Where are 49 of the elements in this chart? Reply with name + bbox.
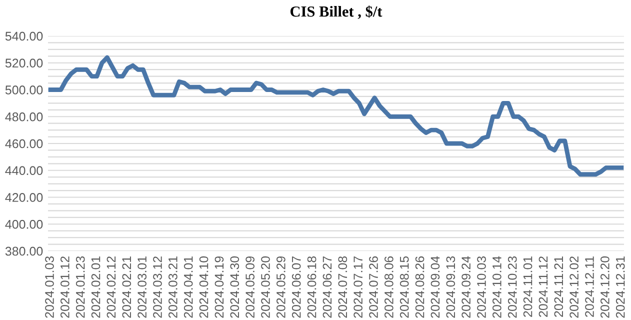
x-tick-label: 2024.03.21 — [168, 256, 178, 318]
x-tick-label: 2024.09.04 — [430, 256, 440, 318]
x-tick-label: 2024.05.20 — [261, 256, 270, 318]
x-tick-label: 2024.05.09 — [246, 256, 254, 318]
y-tick-label: 480.00 — [5, 112, 43, 122]
x-tick-label: 2024.03.01 — [138, 256, 146, 318]
y-tick-label: 520.00 — [5, 58, 43, 68]
x-tick-label: 2024.12.31 — [616, 256, 625, 318]
x-tick-label: 2024.06.18 — [307, 256, 316, 318]
x-tick-label: 2024.11.01 — [523, 256, 532, 317]
y-tick-label: 500.00 — [5, 86, 43, 94]
x-tick-label: 2024.04.10 — [199, 256, 208, 318]
x-tick-label: 2024.11.12 — [538, 256, 548, 317]
x-tick-label: 2024.02.21 — [122, 256, 132, 318]
x-tick-label: 2024.10.14 — [492, 256, 502, 318]
x-tick-label: 2024.09.24 — [462, 256, 470, 318]
x-tick-label: 2024.01.23 — [76, 256, 85, 318]
x-tick-label: 2024.08.06 — [384, 256, 394, 318]
x-tick-label: 2024.07.08 — [338, 256, 348, 318]
x-tick-label: 2024.02.01 — [91, 256, 100, 318]
x-tick-label: 2024.04.19 — [214, 256, 224, 318]
x-tick-label: 2024.10.03 — [477, 256, 486, 318]
x-tick-label: 2024.09.13 — [446, 256, 456, 318]
x-tick-label: 2024.02.12 — [106, 256, 116, 318]
x-tick-label: 2024.08.15 — [400, 256, 409, 318]
x-tick-label: 2024.07.17 — [354, 256, 362, 318]
x-tick-label: 2024.03.12 — [153, 256, 162, 318]
x-tick-label: 2024.06.07 — [292, 256, 301, 318]
x-tick-label: 2024.04.30 — [230, 256, 240, 318]
x-tick-label: 2024.08.26 — [415, 256, 424, 318]
x-tick-label: 2024.05.29 — [276, 256, 286, 318]
line-series — [48, 55, 624, 177]
x-tick-label: 2024.11.21 — [554, 256, 564, 317]
chart-title: CIS Billet , $/t — [290, 5, 382, 19]
x-tick-label: 2024.12.11 — [585, 256, 594, 317]
x-tick-label: 2024.12.02 — [570, 256, 578, 318]
x-tick-label: 2024.07.26 — [369, 256, 378, 318]
x-tick-label: 2024.12.20 — [600, 256, 610, 318]
y-tick-label: 380.00 — [5, 246, 43, 256]
y-tick-label: 540.00 — [5, 32, 43, 41]
x-tick-label: 2024.10.23 — [508, 256, 517, 318]
x-tick-label: 2024.06.27 — [322, 256, 332, 318]
y-tick-label: 420.00 — [5, 193, 43, 202]
y-tick-label: 400.00 — [5, 220, 43, 229]
y-tick-label: 440.00 — [5, 166, 43, 176]
x-tick-label: 2024.01.03 — [45, 256, 54, 318]
x-tick-label: 2024.01.12 — [60, 256, 70, 318]
x-tick-label: 2024.04.01 — [184, 256, 193, 318]
y-tick-label: 460.00 — [5, 139, 43, 148]
